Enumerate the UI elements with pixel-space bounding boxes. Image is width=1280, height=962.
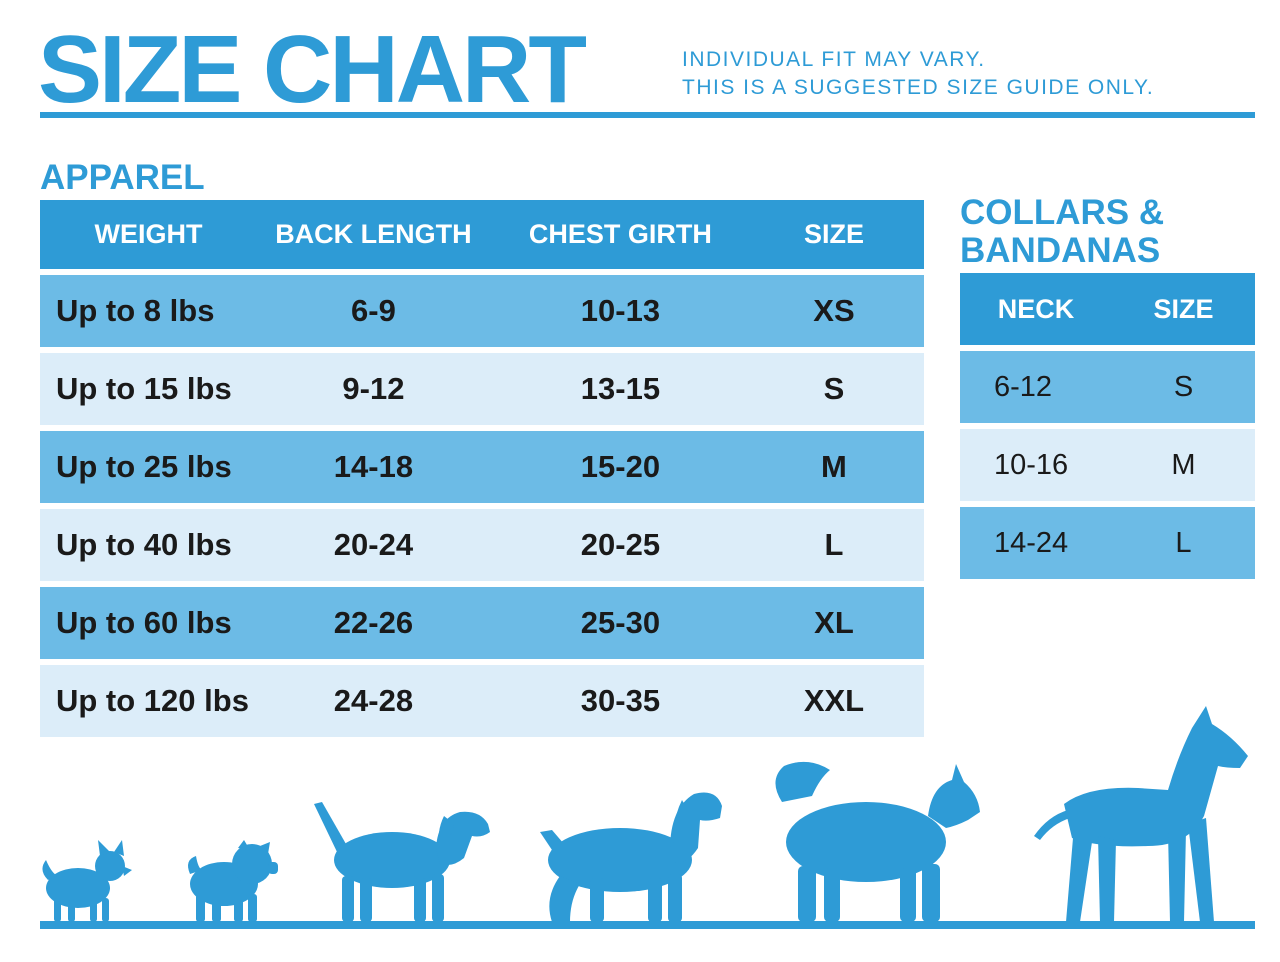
collar-size-cell: L (1112, 507, 1255, 579)
size-cell: M (743, 431, 924, 503)
column-header-back-length: BACK LENGTH (249, 200, 497, 269)
pug-icon (184, 838, 279, 924)
size-cell: S (743, 353, 924, 425)
back-length-cell: 9-12 (249, 353, 497, 425)
page-title: SIZE CHART (38, 16, 587, 123)
column-header-size: SIZE (743, 200, 924, 269)
back-length-cell: 24-28 (249, 665, 497, 737)
weight-cell: Up to 8 lbs (40, 275, 250, 347)
weight-cell: Up to 60 lbs (40, 587, 250, 659)
size-cell: XL (743, 587, 924, 659)
collars-title-line-2: BANDANAS (960, 231, 1161, 270)
table-row: 10-16 M (960, 429, 1255, 501)
title-divider (40, 112, 1255, 118)
table-row: 14-24 L (960, 507, 1255, 579)
chest-girth-cell: 20-25 (496, 509, 744, 581)
spaniel-icon (530, 788, 725, 924)
neck-cell: 10-16 (960, 429, 1112, 501)
size-cell: L (743, 509, 924, 581)
table-row: 6-12 S (960, 351, 1255, 423)
chest-girth-cell: 25-30 (496, 587, 744, 659)
size-cell: XXL (743, 665, 924, 737)
column-header-chest-girth: CHEST GIRTH (496, 200, 744, 269)
chest-girth-cell: 13-15 (496, 353, 744, 425)
table-row: Up to 60 lbs 22-26 25-30 XL (40, 587, 924, 659)
column-header-weight: WEIGHT (40, 200, 250, 269)
weight-cell: Up to 40 lbs (40, 509, 250, 581)
beagle-icon (312, 798, 492, 924)
ground-line (40, 921, 1255, 929)
husky-icon (768, 756, 983, 924)
disclaimer-note: INDIVIDUAL FIT MAY VARY. THIS IS A SUGGE… (682, 46, 1154, 102)
neck-cell: 6-12 (960, 351, 1112, 423)
table-row: Up to 25 lbs 14-18 15-20 M (40, 431, 924, 503)
collar-size-cell: M (1112, 429, 1255, 501)
size-cell: XS (743, 275, 924, 347)
weight-cell: Up to 25 lbs (40, 431, 250, 503)
apparel-header-row: WEIGHT BACK LENGTH CHEST GIRTH SIZE (40, 200, 924, 269)
neck-cell: 14-24 (960, 507, 1112, 579)
table-row: Up to 40 lbs 20-24 20-25 L (40, 509, 924, 581)
apparel-section-title: APPAREL (40, 158, 205, 197)
collar-header-row: NECK SIZE (960, 273, 1255, 345)
great-dane-icon (1028, 706, 1253, 924)
collar-size-cell: S (1112, 351, 1255, 423)
column-header-neck: NECK (960, 273, 1112, 345)
chest-girth-cell: 30-35 (496, 665, 744, 737)
weight-cell: Up to 15 lbs (40, 353, 250, 425)
chest-girth-cell: 10-13 (496, 275, 744, 347)
back-length-cell: 20-24 (249, 509, 497, 581)
weight-cell: Up to 120 lbs (40, 665, 250, 737)
collar-size-table: NECK SIZE 6-12 S 10-16 M 14-24 L (960, 267, 1255, 585)
back-length-cell: 6-9 (249, 275, 497, 347)
chihuahua-icon (40, 840, 135, 924)
apparel-size-table: WEIGHT BACK LENGTH CHEST GIRTH SIZE Up t… (40, 194, 924, 743)
column-header-collar-size: SIZE (1112, 273, 1255, 345)
disclaimer-line-2: THIS IS A SUGGESTED SIZE GUIDE ONLY. (682, 76, 1155, 99)
disclaimer-line-1: INDIVIDUAL FIT MAY VARY. (682, 48, 986, 71)
chest-girth-cell: 15-20 (496, 431, 744, 503)
collars-section-title: COLLARS & BANDANAS (960, 194, 1164, 270)
back-length-cell: 22-26 (249, 587, 497, 659)
back-length-cell: 14-18 (249, 431, 497, 503)
table-row: Up to 15 lbs 9-12 13-15 S (40, 353, 924, 425)
table-row: Up to 120 lbs 24-28 30-35 XXL (40, 665, 924, 737)
collars-title-line-1: COLLARS & (960, 193, 1165, 232)
table-row: Up to 8 lbs 6-9 10-13 XS (40, 275, 924, 347)
